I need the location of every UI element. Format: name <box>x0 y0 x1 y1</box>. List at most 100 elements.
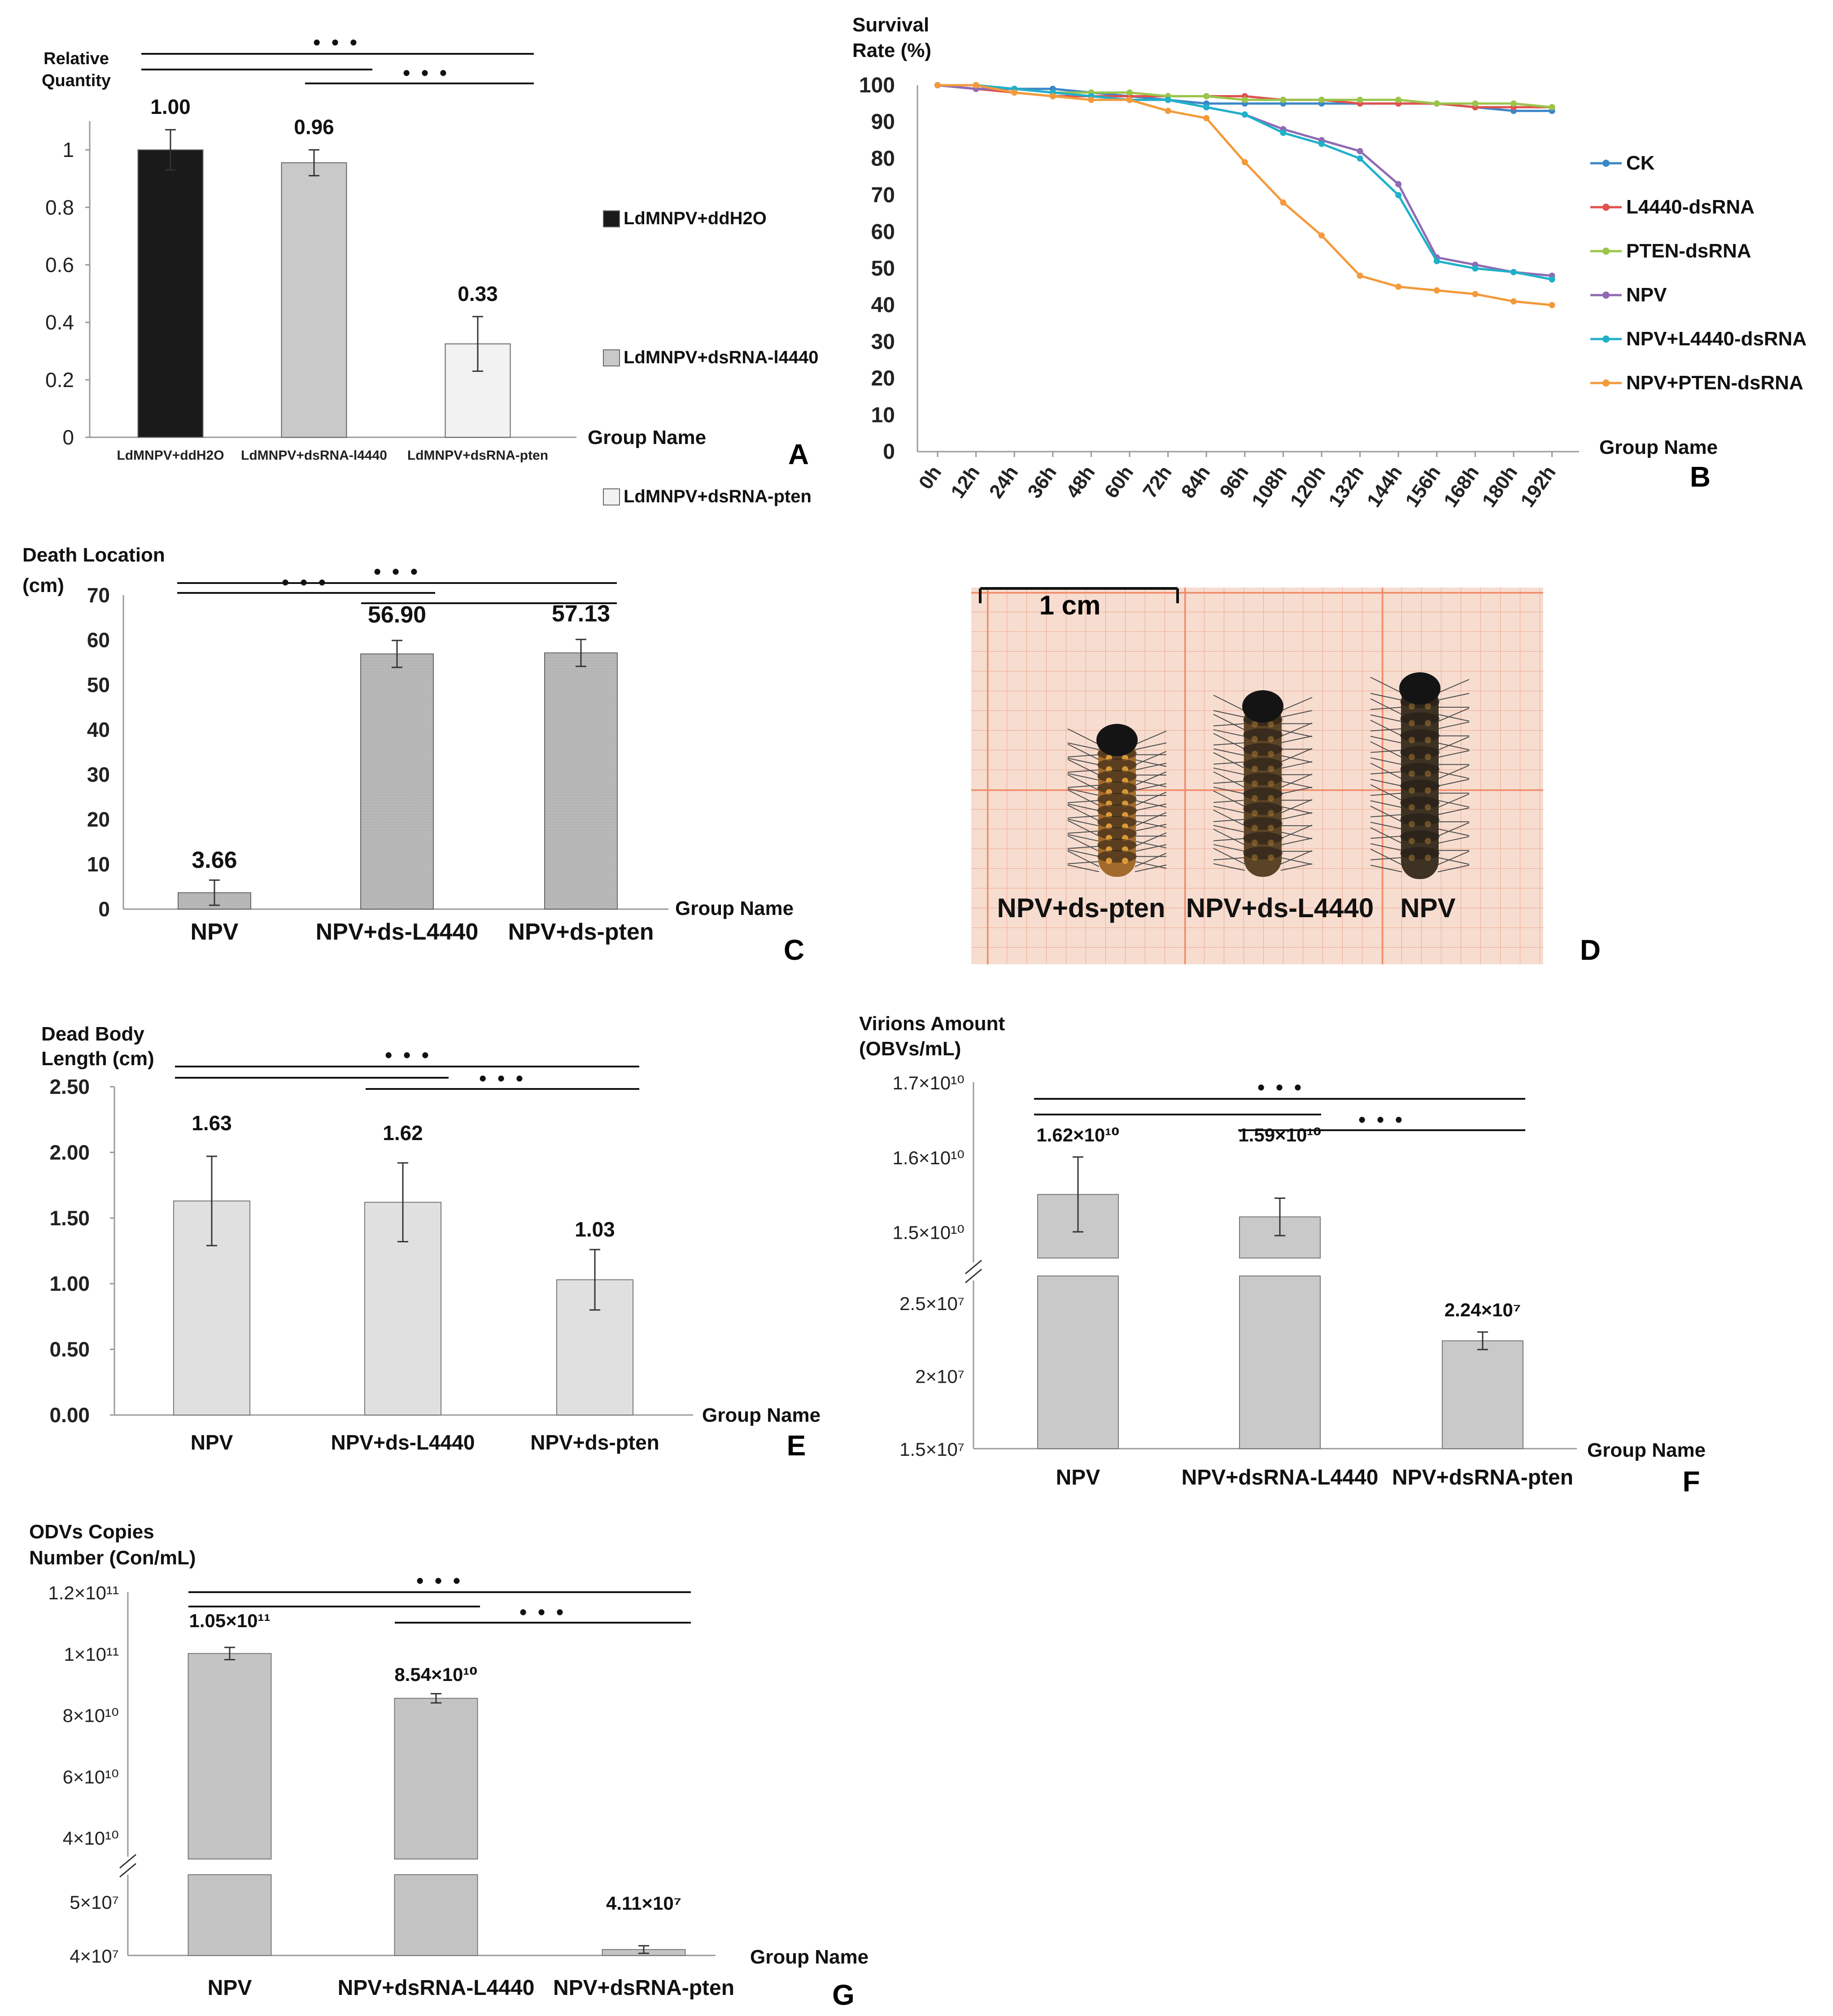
panel-d-caterpillar-segment <box>1243 758 1283 771</box>
panel-d-caterpillar-hair <box>1280 723 1313 737</box>
panel-d-caterpillar-spot <box>1268 825 1274 831</box>
panel-a-legend-label: LdMNPV+dsRNA-l4440 <box>624 348 819 367</box>
panel-b-data-point <box>973 82 979 88</box>
panel-d-caterpillar-hair <box>1370 843 1402 851</box>
panel-d-caterpillar-spot <box>1106 858 1112 864</box>
panel-b-data-point <box>1357 155 1363 162</box>
panel-f-value-label: 1.62×10¹⁰ <box>1036 1124 1119 1145</box>
panel-d-caterpillar-segment <box>1400 763 1440 775</box>
panel-g-error-bar <box>431 1693 441 1704</box>
panel-f-bar <box>1442 1340 1523 1449</box>
panel-g-axis-break <box>119 1863 136 1878</box>
panel-b-data-point <box>1011 89 1018 96</box>
panel-b-xlabel: Group Name <box>1599 436 1718 458</box>
panel-d-caterpillar-spot <box>1252 766 1258 772</box>
panel-f-category-label: NPV+dsRNA-L4440 <box>1182 1466 1379 1489</box>
panel-b-ytick-label: 20 <box>871 367 895 391</box>
panel-d-caterpillar-hair <box>1067 861 1100 864</box>
panel-d-caterpillar-hair <box>1370 771 1402 775</box>
panel-d-caterpillar-hair <box>1437 742 1470 750</box>
panel-e-ytick-label: 1.00 <box>49 1272 90 1295</box>
panel-d-caterpillar-hair <box>1213 761 1245 765</box>
panel-d-caterpillar-spot <box>1268 810 1274 816</box>
panel-b-data-point <box>1280 96 1287 103</box>
panel-c-ytick-label: 0 <box>98 897 110 921</box>
panel-d-caterpillar-hair <box>1135 840 1167 849</box>
panel-b-xtick-label: 24h <box>985 462 1023 502</box>
panel-d-caterpillar-hair <box>1135 803 1167 811</box>
panel-d-caterpillar-hair <box>1067 774 1100 791</box>
panel-a: 0 0.2 0.4 0.6 0.8 1 Relative Quantity 1.00 LdMNPV… <box>42 30 819 506</box>
panel-d-caterpillar-spot <box>1268 854 1274 861</box>
panel-d-caterpillar-spot <box>1409 821 1415 827</box>
panel-b-legend-label: NPV+PTEN-dsRNA <box>1626 372 1803 394</box>
panel-b-data-point <box>1510 269 1517 275</box>
panel-f-value-label: 1.59×10¹⁰ <box>1238 1124 1321 1145</box>
panel-d-caterpillar-hair <box>1067 744 1100 760</box>
panel-f-ytick-label: 2×10⁷ <box>915 1366 965 1387</box>
panel-d-caterpillar-hair <box>1437 851 1470 865</box>
panel-b-legend-label: NPV <box>1626 284 1667 306</box>
panel-a-value-label: 1.00 <box>150 95 191 118</box>
panel-g-ylabel: ODVs Copies <box>29 1521 154 1543</box>
panel-c-value-label: 57.13 <box>552 601 610 627</box>
panel-b-ytick-label: 10 <box>871 403 895 427</box>
panel-d-caterpillar-spot <box>1252 721 1258 727</box>
panel-d-caterpillar <box>1213 690 1313 877</box>
panel-d-caterpillar-hair <box>1370 741 1402 758</box>
panel-b-ytick-label: 90 <box>871 110 895 134</box>
panel-g-ylabel: Number (Con/mL) <box>29 1547 196 1569</box>
panel-f: 1.5×10¹⁰ 1.6×10¹⁰ 1.7×10¹⁰ 1.5×10⁷ 2×10⁷ 2.5×… <box>859 1013 1706 1498</box>
panel-d-caterpillar-hair <box>1370 714 1402 722</box>
panel-d-caterpillar-spot <box>1252 840 1258 846</box>
panel-b-data-point <box>1357 272 1363 279</box>
panel-d-caterpillar-hair <box>1067 835 1100 852</box>
panel-a-error-bar <box>472 316 483 372</box>
panel-d-caterpillar-spot <box>1425 753 1431 760</box>
panel-d-caterpillar-spot <box>1425 854 1431 861</box>
panel-d-caterpillar-hair <box>1135 771 1167 786</box>
panel-d-caterpillar-hair <box>1437 692 1470 701</box>
panel-f-value-label: 2.24×10⁷ <box>1445 1299 1521 1320</box>
panel-d-caterpillar-hair <box>1280 806 1313 814</box>
panel-d-caterpillar-hair <box>1370 677 1402 693</box>
panel-d-caterpillar-spot <box>1409 787 1415 794</box>
panel-b-data-point <box>1126 89 1133 96</box>
panel-b-data-point <box>1549 276 1555 283</box>
panel-d-caterpillar-segment <box>1097 804 1137 817</box>
panel-d-caterpillar-hair <box>1370 822 1402 830</box>
panel-d-caterpillar-hair <box>1370 762 1402 779</box>
panel-f-ytick-label: 1.7×10¹⁰ <box>893 1072 965 1093</box>
panel-a-ytick-label: 1 <box>62 138 74 161</box>
panel-c-ylabel: (cm) <box>22 575 64 597</box>
panel-c-bar-texture <box>545 653 617 909</box>
panel-b-xtick-label: 48h <box>1062 462 1100 502</box>
panel-d-caterpillar-hair <box>1437 800 1470 808</box>
panel-f-error-bar <box>1274 1197 1285 1237</box>
panel-f-axis-break <box>965 1268 982 1284</box>
panel-d-caterpillar-spot <box>1122 858 1128 864</box>
panel-e-error-bar <box>206 1155 217 1246</box>
panel-d-caterpillar-hair <box>1213 844 1245 852</box>
panel-c-ytick-label: 60 <box>87 628 110 652</box>
panel-b-legend-marker <box>1602 335 1610 343</box>
panel-g-sig-stars: • • • <box>416 1569 463 1592</box>
panel-d-caterpillar-segment <box>1400 746 1440 759</box>
panel-d-caterpillar-hair <box>1067 803 1100 811</box>
panel-c-error-bar <box>576 639 586 667</box>
panel-b-data-point <box>1472 291 1479 297</box>
panel-a-category-label: LdMNPV+dsRNA-l4440 <box>241 448 387 463</box>
panel-d-caterpillar-hair <box>1135 861 1167 869</box>
panel-g-xlabel: Group Name <box>750 1946 868 1968</box>
panel-b-data-point <box>1241 159 1248 165</box>
panel-d-caterpillar-segment <box>1097 770 1137 783</box>
panel-b-legend-marker <box>1602 160 1610 167</box>
panel-d-caterpillar-hair <box>1280 780 1313 788</box>
panel-f-error-bar <box>1073 1156 1083 1233</box>
panel-d-caterpillar-hair <box>1213 828 1245 845</box>
panel-a-letter: A <box>788 438 809 470</box>
panel-d-caterpillar-hair <box>1370 749 1402 753</box>
panel-b-data-point <box>1433 258 1440 265</box>
panel-d-caterpillar-segment <box>1400 712 1440 725</box>
panel-e-ytick-label: 2.50 <box>49 1075 90 1098</box>
